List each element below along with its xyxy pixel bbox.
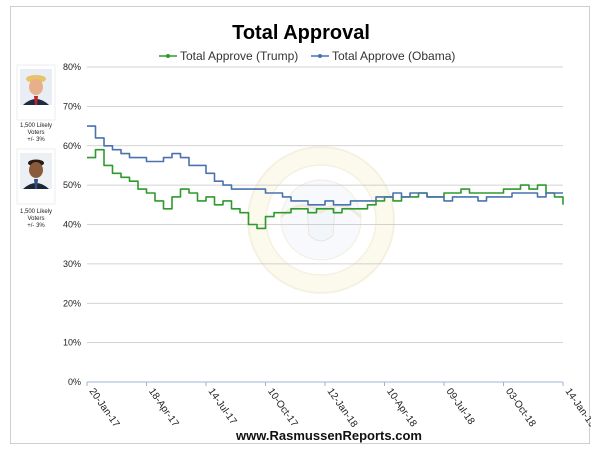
series-line-obama (87, 125, 563, 206)
x-tick-label: 20-Jan-17 (87, 386, 122, 430)
chart-title: Total Approval (232, 22, 370, 44)
obama-caption-line2: Voters (27, 216, 44, 222)
y-tick-label: 30% (63, 259, 81, 269)
x-tick-label: 12-Jan-18 (325, 386, 360, 430)
series-lines (87, 125, 564, 230)
obama-caption-line1: 1,500 Likely (20, 209, 52, 215)
y-tick-label: 20% (63, 298, 81, 308)
legend-label-trump: Total Approve (Trump) (180, 49, 298, 63)
legend-label-obama: Total Approve (Obama) (332, 49, 455, 63)
approval-chart: Total Approval Total Approve (Trump) Tot… (16, 22, 591, 443)
x-tick-label: 09-Jul-18 (444, 386, 477, 427)
trump-caption-line1: 1,500 Likely (20, 123, 52, 129)
x-tick-labels: 20-Jan-17 18-Apr-17 14-Jul-17 10-Oct-17 12-J… (87, 386, 591, 430)
x-tick-label: 10-Oct-17 (265, 386, 300, 429)
obama-photo-card: 1,500 Likely Voters +/- 3% (16, 148, 56, 229)
source-url: www.RasmussenReports.com (235, 428, 422, 443)
y-tick-label: 70% (63, 101, 81, 111)
y-tick-labels: 0% 10% 20% 30% 40% 50% 60% 70% 80% (63, 62, 81, 387)
x-tick-label: 14-Jan-19 (563, 386, 591, 430)
chart-frame: Total Approval Total Approve (Trump) Tot… (10, 6, 591, 444)
x-tick-label: 14-Jul-17 (206, 386, 239, 427)
legend: Total Approve (Trump) Total Approve (Oba… (159, 49, 455, 63)
y-tick-label: 80% (63, 62, 81, 72)
axes (86, 381, 564, 386)
series-line-trump (87, 148, 564, 230)
legend-marker-obama (318, 54, 322, 58)
grid (87, 66, 563, 344)
y-tick-label: 10% (63, 338, 81, 348)
presidential-seal-watermark (247, 146, 395, 294)
x-tick-label: 10-Apr-18 (384, 386, 419, 429)
trump-caption-line3: +/- 3% (27, 137, 45, 143)
y-tick-label: 40% (63, 220, 81, 230)
trump-photo-card: 1,500 Likely Voters +/- 3% (16, 64, 56, 143)
trump-caption-line2: Voters (27, 130, 44, 136)
x-tick-label: 03-Oct-18 (503, 386, 538, 429)
y-tick-label: 0% (68, 377, 81, 387)
y-tick-label: 50% (63, 180, 81, 190)
legend-marker-trump (166, 54, 170, 58)
obama-caption-line3: +/- 3% (27, 223, 45, 229)
x-tick-label: 18-Apr-17 (146, 386, 181, 429)
y-tick-label: 60% (63, 141, 81, 151)
